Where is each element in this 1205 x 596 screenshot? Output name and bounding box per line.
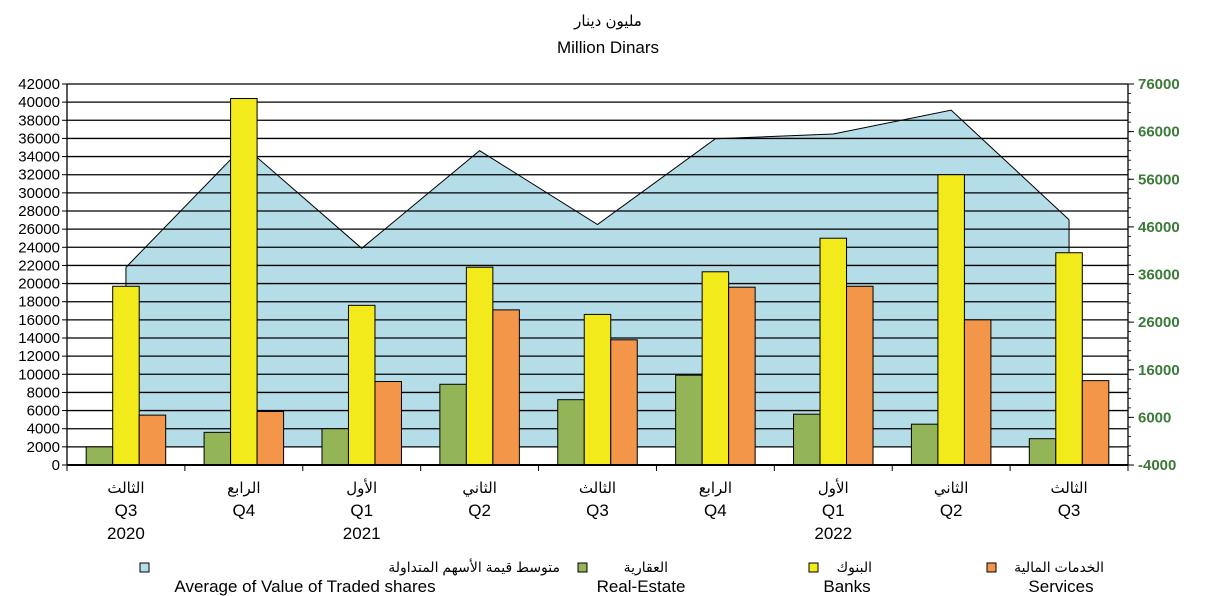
bar-services bbox=[846, 285, 874, 466]
left-axis-tick-label: 4000 bbox=[27, 421, 60, 438]
right-axis-tick-label: 66000 bbox=[1138, 124, 1180, 141]
right-axis-tick-label: 46000 bbox=[1138, 219, 1180, 236]
bar-services bbox=[256, 410, 285, 466]
bar-banks bbox=[701, 271, 730, 466]
x-tick-label-arabic: الثاني bbox=[462, 480, 497, 498]
legend-swatch-services bbox=[986, 562, 997, 573]
left-axis-tick-label: 40000 bbox=[18, 94, 60, 111]
x-tick-label-arabic: الثاني bbox=[934, 480, 969, 498]
x-tick-label-quarter: Q4 bbox=[704, 501, 727, 520]
x-tick-label-arabic: الثالث bbox=[579, 480, 616, 497]
bar-realestate bbox=[439, 383, 467, 466]
bar-services bbox=[610, 339, 638, 466]
left-axis-tick-label: 10000 bbox=[18, 366, 60, 383]
bar-realestate bbox=[675, 374, 703, 466]
left-axis-tick-label: 34000 bbox=[18, 149, 60, 166]
legend-label-arabic-avg: متوسط قيمة الأسهم المتداولة bbox=[388, 558, 560, 576]
bar-services bbox=[374, 381, 402, 466]
bar-banks bbox=[230, 98, 258, 466]
right-axis-tick-label: 6000 bbox=[1138, 409, 1171, 426]
x-tick-label-quarter: Q2 bbox=[940, 501, 963, 520]
x-tick-label-year: 2022 bbox=[814, 524, 852, 543]
x-tick-label-arabic: الثالث bbox=[1050, 480, 1087, 497]
left-axis-tick-label: 30000 bbox=[18, 185, 60, 202]
bar-realestate bbox=[793, 413, 821, 466]
bar-banks bbox=[112, 285, 140, 466]
left-axis-tick-label: 12000 bbox=[18, 348, 60, 365]
left-axis-tick-label: 14000 bbox=[18, 330, 60, 347]
legend-swatch-avg bbox=[139, 562, 150, 573]
area-outline bbox=[125, 109, 1070, 268]
x-tick-label-quarter: Q1 bbox=[350, 501, 373, 520]
x-tick-label-arabic: الأول bbox=[818, 478, 849, 497]
legend-swatch-banks bbox=[808, 562, 819, 573]
axes: 0200040006000800010000120001400016000180… bbox=[18, 76, 1179, 543]
legend-label-english-realestate: Real-Estate bbox=[597, 577, 686, 596]
x-tick-label-quarter: Q3 bbox=[586, 501, 609, 520]
x-tick-label-arabic: الرابع bbox=[699, 480, 732, 497]
left-axis-tick-label: 16000 bbox=[18, 312, 60, 329]
left-axis-tick-label: 24000 bbox=[18, 239, 60, 256]
legend-label-arabic-banks: البنوك bbox=[837, 559, 872, 576]
x-tick-label-arabic: الرابع bbox=[227, 480, 260, 497]
left-axis-tick-label: 22000 bbox=[18, 257, 60, 274]
x-tick-label-year: 2020 bbox=[107, 524, 145, 543]
left-axis-tick-label: 6000 bbox=[27, 403, 60, 420]
x-tick-label-quarter: Q2 bbox=[468, 501, 491, 520]
legend-label-english-banks: Banks bbox=[823, 577, 870, 596]
left-axis-tick-label: 28000 bbox=[18, 203, 60, 220]
legend-label-arabic-services: الخدمات المالية bbox=[1014, 559, 1104, 575]
left-axis-tick-label: 32000 bbox=[18, 167, 60, 184]
bar-banks bbox=[937, 174, 965, 466]
legend-label-english-services: Services bbox=[1028, 577, 1093, 596]
left-axis-tick-label: 42000 bbox=[18, 76, 60, 93]
bar-realestate bbox=[321, 428, 349, 466]
bar-banks bbox=[819, 237, 848, 466]
left-axis-tick-label: 0 bbox=[52, 457, 60, 474]
chart-title-arabic: مليون دينار bbox=[573, 13, 642, 30]
left-axis-tick-label: 18000 bbox=[18, 294, 60, 311]
left-axis-tick-label: 36000 bbox=[18, 130, 60, 147]
bar-realestate bbox=[557, 399, 585, 466]
legend-label-english-avg: Average of Value of Traded shares bbox=[174, 577, 435, 596]
right-axis-tick-label: 16000 bbox=[1138, 362, 1180, 379]
bar-banks bbox=[583, 313, 612, 466]
bar-realestate bbox=[85, 446, 114, 466]
x-tick-label-year: 2021 bbox=[343, 524, 381, 543]
left-axis-tick-label: 2000 bbox=[27, 439, 60, 456]
bar-banks bbox=[1055, 252, 1083, 466]
left-axis-tick-label: 38000 bbox=[18, 112, 60, 129]
x-tick-label-arabic: الأول bbox=[346, 478, 377, 497]
bar-services bbox=[138, 414, 167, 466]
left-axis-tick-label: 8000 bbox=[27, 384, 60, 401]
bar-services bbox=[1081, 380, 1110, 466]
right-axis-tick-label: 56000 bbox=[1138, 171, 1180, 188]
bar-realestate bbox=[203, 431, 232, 466]
legend-label-arabic-realestate: العقارية bbox=[624, 559, 668, 576]
left-axis-tick-label: 20000 bbox=[18, 276, 60, 293]
x-tick-label-quarter: Q3 bbox=[1058, 501, 1081, 520]
right-axis-tick-label: 26000 bbox=[1138, 314, 1180, 331]
bar-services bbox=[492, 309, 520, 466]
bar-services bbox=[963, 319, 992, 466]
left-axis-tick-label: 26000 bbox=[18, 221, 60, 238]
bar-services bbox=[728, 286, 756, 466]
x-tick-label-quarter: Q4 bbox=[232, 501, 255, 520]
legend-swatch-realestate bbox=[577, 562, 588, 573]
bar-banks bbox=[465, 266, 494, 466]
right-axis-tick-label: -4000 bbox=[1138, 457, 1176, 474]
bar-banks bbox=[347, 304, 376, 466]
x-tick-label-quarter: Q1 bbox=[822, 501, 845, 520]
right-axis-tick-label: 36000 bbox=[1138, 267, 1180, 284]
x-tick-label-arabic: الثالث bbox=[107, 480, 144, 497]
bar-realestate bbox=[910, 423, 939, 466]
bar-realestate bbox=[1028, 438, 1057, 466]
chart-title-english: Million Dinars bbox=[557, 38, 659, 57]
x-tick-label-quarter: Q3 bbox=[115, 501, 138, 520]
right-axis-tick-label: 76000 bbox=[1138, 76, 1180, 93]
